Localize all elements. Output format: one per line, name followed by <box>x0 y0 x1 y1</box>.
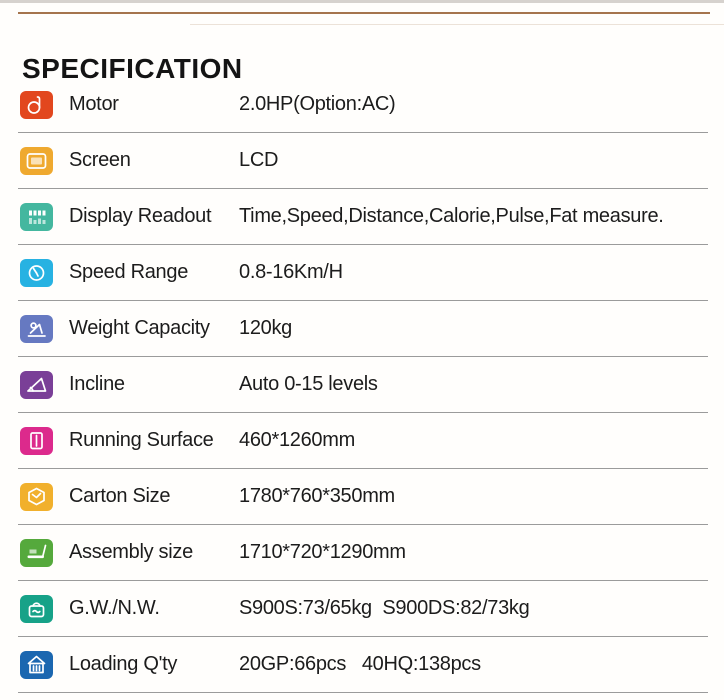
spec-row: G.W./N.W. S900S:73/65kg S900DS:82/73kg <box>18 581 708 637</box>
spec-label: Screen <box>69 149 131 171</box>
top-rule-shadow <box>190 24 724 25</box>
top-edge-line <box>0 0 724 3</box>
spec-label: Motor <box>69 93 119 115</box>
spec-row: Speed Range 0.8-16Km/H <box>18 245 708 301</box>
container-icon <box>20 650 53 679</box>
spec-label: Display Readout <box>69 205 212 227</box>
screen-icon <box>20 146 53 175</box>
motor-icon <box>20 90 53 119</box>
spec-row: Carton Size 1780*760*350mm <box>18 469 708 525</box>
spec-row: Loading Q'ty 20GP:66pcs 40HQ:138pcs <box>18 637 708 693</box>
spec-value: Auto 0-15 levels <box>239 373 378 395</box>
spec-row: Weight Capacity 120kg <box>18 301 708 357</box>
spec-table: Motor 2.0HP(Option:AC) Screen LCD Displa… <box>18 77 708 693</box>
spec-row: Motor 2.0HP(Option:AC) <box>18 77 708 133</box>
weight-capacity-icon <box>20 314 53 343</box>
page-title: SPECIFICATION <box>22 52 243 84</box>
display-readout-icon <box>20 202 53 231</box>
running-belt-icon <box>20 426 53 455</box>
spec-value: 0.8-16Km/H <box>239 261 343 283</box>
spec-row: Screen LCD <box>18 133 708 189</box>
spec-value: 460*1260mm <box>239 429 355 451</box>
spec-label: Assembly size <box>69 541 193 563</box>
spec-label: Carton Size <box>69 485 171 507</box>
spec-label: G.W./N.W. <box>69 597 160 619</box>
treadmill-icon <box>20 538 53 567</box>
spec-value: S900S:73/65kg S900DS:82/73kg <box>239 597 530 619</box>
spec-value: 1780*760*350mm <box>239 485 395 507</box>
spec-value: 20GP:66pcs 40HQ:138pcs <box>239 653 481 675</box>
kettlebell-weight-icon <box>20 594 53 623</box>
spec-value: LCD <box>239 149 279 171</box>
spec-label: Loading Q'ty <box>69 653 178 675</box>
spec-value: Time,Speed,Distance,Calorie,Pulse,Fat me… <box>239 205 664 227</box>
speedometer-icon <box>20 258 53 287</box>
spec-label: Running Surface <box>69 429 214 451</box>
spec-label: Weight Capacity <box>69 317 210 339</box>
spec-label: Speed Range <box>69 261 189 283</box>
spec-row: Running Surface 460*1260mm <box>18 413 708 469</box>
spec-row: Assembly size 1710*720*1290mm <box>18 525 708 581</box>
carton-box-icon <box>20 482 53 511</box>
spec-value: 1710*720*1290mm <box>239 541 406 563</box>
spec-value: 120kg <box>239 317 292 339</box>
spec-row: Display Readout Time,Speed,Distance,Calo… <box>18 189 708 245</box>
top-rule <box>18 12 710 14</box>
spec-row: Incline Auto 0-15 levels <box>18 357 708 413</box>
incline-icon <box>20 370 53 399</box>
spec-label: Incline <box>69 373 125 395</box>
spec-value: 2.0HP(Option:AC) <box>239 93 396 115</box>
